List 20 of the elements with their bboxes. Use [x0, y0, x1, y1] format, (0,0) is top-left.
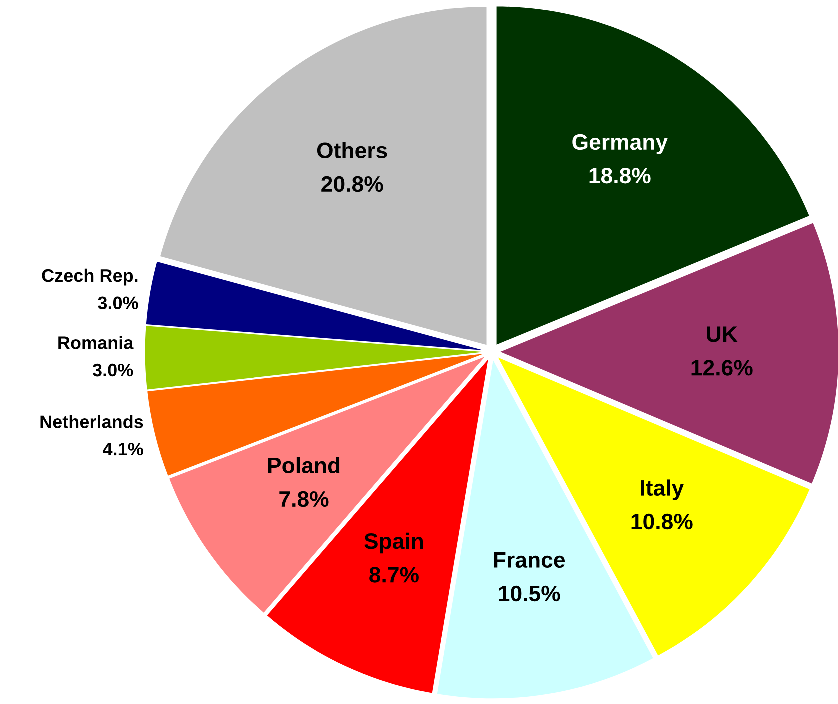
data-label: 18.8% — [590, 168, 651, 184]
data-label: 12.6% — [692, 360, 753, 376]
slice-label: Italy — [641, 480, 684, 500]
data-label: 4.1% — [103, 442, 144, 456]
data-label: 3.0% — [98, 296, 138, 310]
slice-label: Romania — [58, 336, 134, 350]
data-label: 20.8% — [322, 176, 384, 192]
data-label: 7.8% — [280, 491, 329, 508]
data-label: 3.0% — [92, 364, 134, 377]
data-label: 8.7% — [370, 567, 419, 583]
slice-label: Spain — [364, 532, 424, 554]
slice-label: France — [494, 552, 566, 568]
slice-label: Germany — [572, 134, 668, 155]
data-label: 10.5% — [499, 586, 560, 602]
slice-label: UK — [707, 326, 738, 342]
slice-label: Others — [317, 142, 388, 159]
slice-label: Poland — [268, 457, 340, 474]
data-label: 10.8% — [632, 514, 693, 530]
slice-label: Netherlands — [40, 415, 144, 428]
slice-label: Czech Rep. — [42, 268, 138, 286]
